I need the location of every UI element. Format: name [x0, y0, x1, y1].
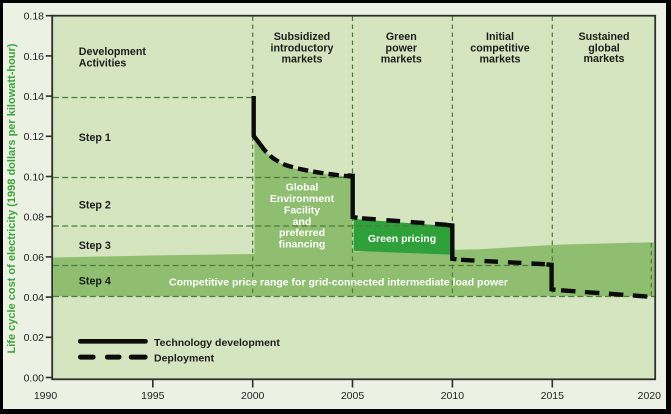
svg-text:0.10: 0.10: [24, 171, 45, 183]
svg-text:0.06: 0.06: [24, 252, 45, 264]
svg-text:0.14: 0.14: [24, 91, 45, 103]
svg-text:2015: 2015: [541, 390, 565, 402]
svg-text:global: global: [588, 42, 619, 54]
svg-text:markets: markets: [282, 54, 323, 66]
svg-text:Initial: Initial: [486, 31, 514, 43]
svg-text:0.18: 0.18: [24, 11, 45, 23]
svg-text:2020: 2020: [638, 390, 662, 402]
svg-text:1995: 1995: [141, 390, 165, 402]
svg-text:markets: markets: [584, 53, 625, 65]
svg-text:and: and: [293, 216, 312, 228]
svg-text:1990: 1990: [34, 390, 58, 402]
svg-text:0.00: 0.00: [24, 372, 45, 384]
svg-text:Environment: Environment: [270, 193, 335, 205]
svg-text:Facility: Facility: [284, 204, 320, 216]
svg-text:Step 4: Step 4: [79, 276, 111, 288]
svg-text:0.08: 0.08: [24, 212, 45, 224]
svg-text:Green: Green: [386, 31, 417, 43]
svg-text:2000: 2000: [241, 390, 265, 402]
svg-text:power: power: [386, 42, 417, 54]
svg-text:Development: Development: [79, 46, 147, 58]
svg-text:Competitive price range for gr: Competitive price range for grid-connect…: [169, 276, 508, 288]
svg-text:markets: markets: [381, 54, 422, 66]
svg-text:Green pricing: Green pricing: [368, 233, 436, 245]
svg-text:competitive: competitive: [470, 42, 529, 54]
svg-text:financing: financing: [279, 239, 326, 251]
svg-text:introductory: introductory: [271, 42, 334, 54]
svg-text:Technology development: Technology development: [154, 337, 280, 349]
svg-text:Life cycle cost of electricity: Life cycle cost of electricity (1998 dol…: [6, 43, 18, 353]
svg-text:Sustained: Sustained: [578, 31, 629, 43]
svg-text:Step 3: Step 3: [79, 240, 111, 252]
svg-text:markets: markets: [480, 54, 521, 66]
svg-text:0.04: 0.04: [24, 292, 45, 304]
svg-text:Global: Global: [286, 182, 319, 194]
svg-text:2005: 2005: [341, 390, 365, 402]
svg-text:Activities: Activities: [79, 57, 127, 69]
svg-text:0.02: 0.02: [24, 332, 45, 344]
svg-text:2010: 2010: [441, 390, 465, 402]
svg-text:Step 2: Step 2: [79, 200, 111, 212]
svg-text:preferred: preferred: [279, 227, 325, 239]
svg-text:Deployment: Deployment: [154, 352, 215, 364]
svg-text:Step 1: Step 1: [79, 132, 111, 144]
svg-text:0.16: 0.16: [24, 51, 45, 63]
svg-text:Subsidized: Subsidized: [274, 31, 330, 43]
svg-text:0.12: 0.12: [24, 131, 45, 143]
